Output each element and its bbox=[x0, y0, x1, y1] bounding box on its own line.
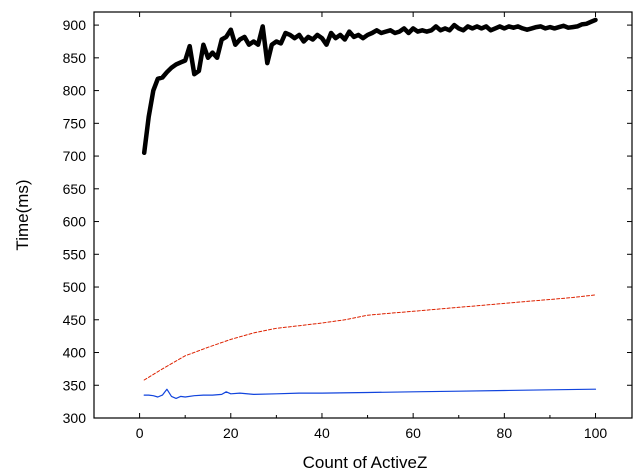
x-tick-label: 80 bbox=[497, 425, 513, 441]
y-tick-label: 450 bbox=[63, 312, 87, 328]
y-tick-label: 750 bbox=[63, 115, 87, 131]
series-layer bbox=[141, 17, 598, 399]
y-tick-label: 550 bbox=[63, 246, 87, 262]
y-axis-title: Time(ms) bbox=[13, 179, 32, 250]
plot-frame bbox=[93, 11, 633, 419]
x-tick-label: 100 bbox=[584, 425, 608, 441]
series-line-3 bbox=[143, 388, 597, 399]
y-tick-label: 800 bbox=[63, 83, 87, 99]
y-tick-label: 700 bbox=[63, 148, 87, 164]
x-tick-label: 0 bbox=[136, 425, 144, 441]
x-axis-title: Count of ActiveZ bbox=[303, 453, 428, 472]
y-tick-label: 400 bbox=[63, 345, 87, 361]
y-tick-label: 300 bbox=[63, 410, 87, 426]
y-tick-label: 500 bbox=[63, 279, 87, 295]
series-line-1 bbox=[141, 17, 598, 156]
y-tick-label: 900 bbox=[63, 17, 87, 33]
tick-layer: 0 20 40 60 80 100 300 350 400 450 500 550 600 650 700 7… bbox=[63, 12, 632, 441]
y-tick-label: 600 bbox=[63, 214, 87, 230]
y-tick-label: 850 bbox=[63, 50, 87, 66]
x-tick-label: 40 bbox=[314, 425, 330, 441]
series-line-2 bbox=[143, 294, 596, 381]
y-tick-label: 350 bbox=[63, 377, 87, 393]
x-tick-label: 20 bbox=[223, 425, 239, 441]
y-tick-label: 650 bbox=[63, 181, 87, 197]
x-tick-label: 60 bbox=[405, 425, 421, 441]
